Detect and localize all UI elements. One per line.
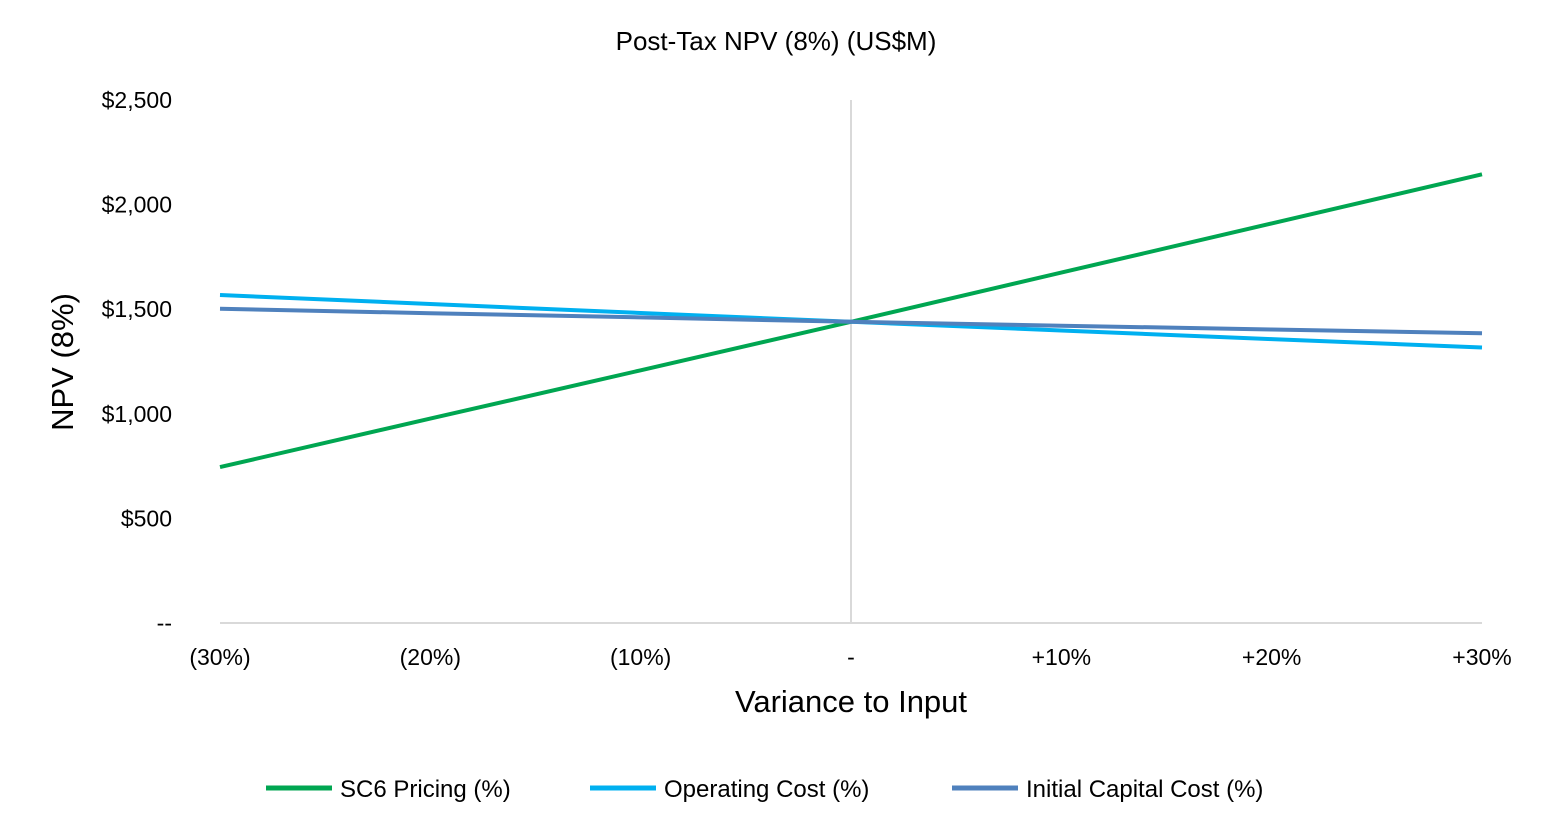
legend-item: Operating Cost (%) — [590, 776, 869, 803]
y-tick-label: $1,000 — [102, 401, 172, 427]
y-tick-label: $2,500 — [102, 87, 172, 113]
legend-label: Operating Cost (%) — [664, 776, 869, 803]
chart-title: Post-Tax NPV (8%) (US$M) — [616, 26, 937, 56]
y-tick-label: -- — [157, 610, 172, 636]
y-axis-tick-labels: -- $500 $1,000 $1,500 $2,000 $2,500 — [102, 87, 172, 636]
x-tick-label: - — [847, 644, 855, 670]
y-tick-label: $1,500 — [102, 296, 172, 322]
y-tick-label: $500 — [121, 505, 172, 531]
legend-item: SC6 Pricing (%) — [266, 776, 511, 803]
legend-label: SC6 Pricing (%) — [340, 776, 511, 803]
x-axis-tick-labels: (30%) (20%) (10%) - +10% +20% +30% — [189, 644, 1511, 670]
series-lines — [219, 172, 1483, 470]
x-tick-label: (30%) — [189, 644, 250, 670]
y-tick-label: $2,000 — [102, 192, 172, 218]
x-tick-label: (10%) — [610, 644, 671, 670]
x-axis-title: Variance to Input — [735, 684, 967, 719]
x-tick-label: (20%) — [400, 644, 461, 670]
legend-label: Initial Capital Cost (%) — [1026, 776, 1263, 803]
x-tick-label: +20% — [1242, 644, 1301, 670]
legend-item: Initial Capital Cost (%) — [952, 776, 1263, 803]
x-tick-label: +30% — [1452, 644, 1511, 670]
legend: SC6 Pricing (%) Operating Cost (%) Initial… — [266, 776, 1263, 803]
y-axis-title: NPV (8%) — [45, 293, 80, 431]
x-tick-label: +10% — [1032, 644, 1091, 670]
series-line-3 — [219, 306, 1483, 336]
